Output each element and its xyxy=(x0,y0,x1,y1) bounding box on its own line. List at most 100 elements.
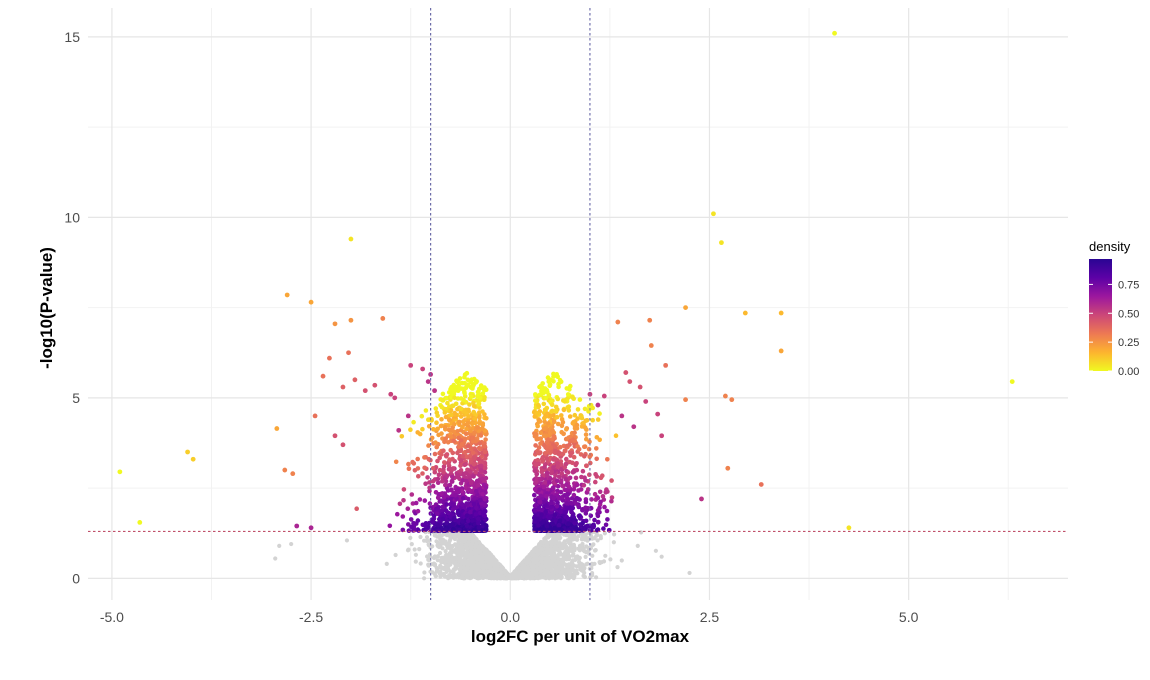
significant-point xyxy=(477,386,482,392)
significant-point xyxy=(483,485,489,490)
nonsignificant-point xyxy=(467,531,472,537)
significant-point xyxy=(468,394,474,400)
significant-point xyxy=(469,480,474,486)
significant-point xyxy=(411,419,416,425)
significant-point xyxy=(541,401,547,407)
nonsignificant-point xyxy=(592,536,597,541)
nonsignificant-point xyxy=(465,573,470,579)
significant-point xyxy=(432,451,438,457)
significant-point xyxy=(422,498,428,503)
significant-point xyxy=(446,427,452,433)
nonsignificant-point xyxy=(412,547,417,552)
significant-point xyxy=(437,516,442,522)
significant-point xyxy=(475,482,481,488)
significant-point xyxy=(564,443,570,449)
significant-point xyxy=(415,456,421,462)
significant-point xyxy=(477,395,483,401)
significant-point xyxy=(578,487,584,492)
nonsignificant-point xyxy=(439,539,444,544)
nonsignificant-point xyxy=(572,574,577,579)
nonsignificant-point xyxy=(474,563,479,569)
significant-point xyxy=(483,523,489,528)
significant-point xyxy=(464,501,469,506)
nonsignificant-point xyxy=(273,556,278,561)
significant-point xyxy=(435,426,441,432)
significant-point xyxy=(425,475,430,480)
significant-point xyxy=(482,496,488,502)
significant-point xyxy=(416,474,421,479)
significant-point xyxy=(440,397,446,403)
nonsignificant-point xyxy=(466,536,471,542)
significant-point xyxy=(433,490,439,495)
nonsignificant-point xyxy=(635,543,640,548)
significant-point xyxy=(427,501,433,506)
significant-point xyxy=(406,528,412,533)
significant-point xyxy=(419,413,425,419)
significant-point xyxy=(401,498,406,503)
significant-point xyxy=(420,471,425,476)
nonsignificant-point xyxy=(561,541,566,546)
nonsignificant-point xyxy=(532,572,537,577)
significant-point xyxy=(482,443,488,449)
significant-point xyxy=(431,427,436,432)
significant-point xyxy=(480,426,485,431)
nonsignificant-point xyxy=(409,542,414,547)
nonsignificant-point xyxy=(537,556,542,561)
nonsignificant-point xyxy=(464,544,469,549)
significant-point xyxy=(537,392,543,398)
significant-point xyxy=(417,497,423,502)
nonsignificant-point xyxy=(569,572,574,577)
significant-point xyxy=(471,409,477,415)
significant-point xyxy=(464,382,470,387)
significant-point xyxy=(413,500,419,506)
nonsignificant-point xyxy=(597,560,603,566)
nonsignificant-point xyxy=(545,541,550,546)
nonsignificant-point xyxy=(457,533,462,538)
significant-point xyxy=(458,414,464,419)
significant-point xyxy=(476,520,481,526)
significant-point xyxy=(458,396,464,401)
significant-point xyxy=(415,466,421,471)
nonsignificant-point xyxy=(277,543,282,548)
nonsignificant-point xyxy=(426,543,431,548)
significant-point xyxy=(440,391,446,397)
points-layer xyxy=(88,8,1068,600)
nonsignificant-point xyxy=(546,535,551,540)
nonsignificant-point xyxy=(431,555,437,561)
significant-point xyxy=(433,440,438,445)
nonsignificant-point xyxy=(473,554,478,559)
significant-point xyxy=(450,474,455,480)
significant-point xyxy=(476,525,482,530)
significant-point xyxy=(480,510,486,515)
nonsignificant-point xyxy=(443,567,448,572)
significant-point xyxy=(453,401,459,407)
nonsignificant-point xyxy=(438,550,443,556)
nonsignificant-point xyxy=(439,558,444,563)
significant-point xyxy=(439,417,444,422)
significant-point xyxy=(601,526,606,531)
nonsignificant-point xyxy=(489,572,494,577)
significant-point xyxy=(602,504,607,510)
significant-point xyxy=(460,495,466,501)
nonsignificant-point xyxy=(551,552,556,557)
significant-point xyxy=(354,506,360,512)
nonsignificant-point xyxy=(557,547,562,552)
nonsignificant-point xyxy=(545,556,550,561)
nonsignificant-point xyxy=(418,561,423,566)
nonsignificant-point xyxy=(584,544,589,549)
significant-point xyxy=(427,485,432,491)
nonsignificant-point xyxy=(467,555,472,560)
nonsignificant-point xyxy=(499,564,504,569)
nonsignificant-point xyxy=(551,556,557,561)
significant-point xyxy=(439,404,445,410)
nonsignificant-point xyxy=(499,574,504,579)
significant-point xyxy=(583,432,589,437)
nonsignificant-point xyxy=(659,554,664,559)
nonsignificant-point xyxy=(433,573,438,579)
significant-point xyxy=(477,421,483,426)
nonsignificant-point xyxy=(470,557,475,562)
nonsignificant-point xyxy=(576,557,582,562)
nonsignificant-point xyxy=(526,556,531,561)
significant-point xyxy=(457,376,463,381)
